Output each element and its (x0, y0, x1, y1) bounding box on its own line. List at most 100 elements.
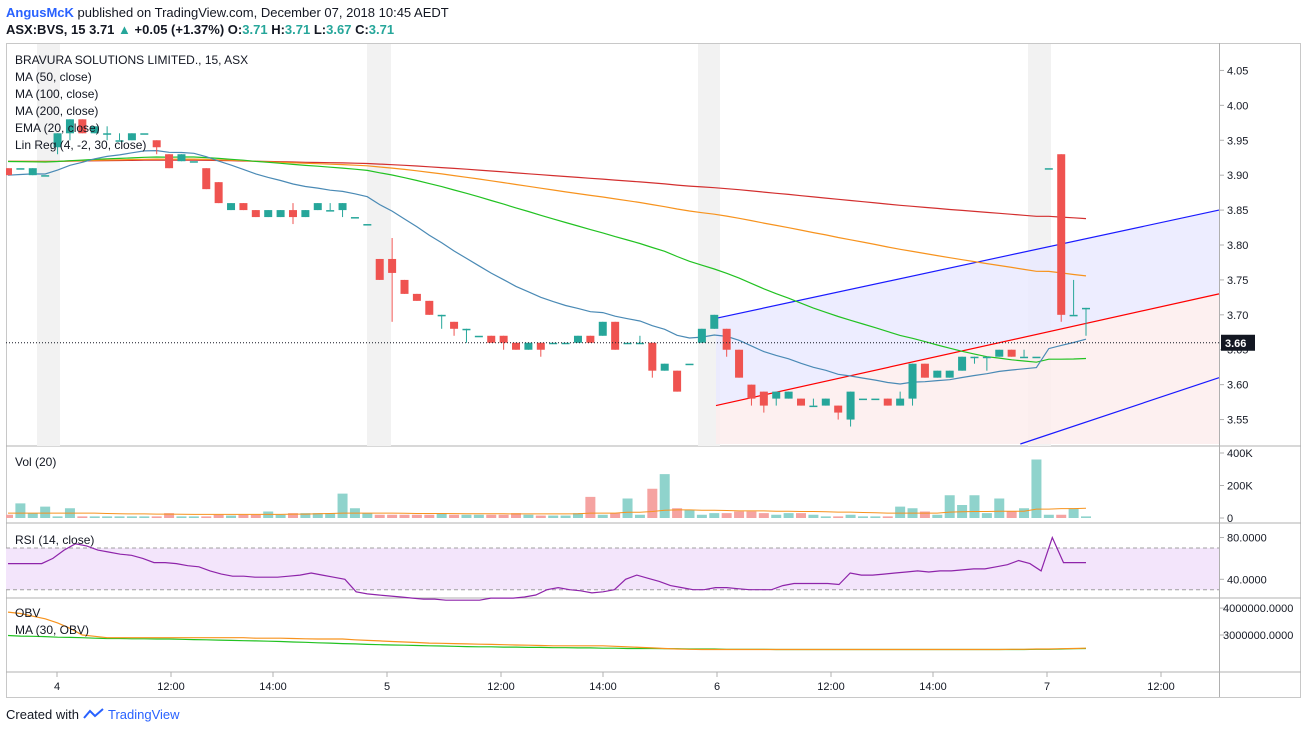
volume-bar (919, 511, 930, 518)
candle-body (375, 258, 384, 280)
candle-body (648, 342, 657, 371)
candle-body (53, 133, 62, 148)
legend-ma200: MA (200, close) (15, 104, 98, 118)
close-label: C: (355, 22, 369, 37)
candle-body (834, 405, 843, 413)
candle-body (350, 217, 359, 219)
obv-pane: 4000000.0000 3000000.0000 (7, 603, 1293, 651)
created-with-text: Created with (6, 707, 79, 722)
current-price-badge (1221, 334, 1255, 351)
candle-body (239, 203, 248, 211)
candle-body (846, 391, 855, 420)
volume-bar (139, 516, 150, 518)
session-break-band (367, 44, 391, 446)
candle-body (821, 398, 830, 406)
volume-bar (387, 514, 398, 518)
volume-bar (114, 516, 125, 518)
candle-body (524, 342, 533, 350)
session-break-band (698, 44, 720, 446)
volume-bar (411, 514, 422, 518)
volume-bar (820, 516, 831, 518)
candle-body (363, 224, 372, 226)
high-value: 3.71 (284, 22, 311, 37)
ohlc-line: ASX:BVS, 15 3.71 ▲ +0.05 (+1.37%) O:3.71… (6, 22, 394, 37)
price-tick-label: 3.95 (1227, 135, 1248, 147)
chart-area[interactable]: 4.054.003.953.903.853.803.753.703.653.60… (3, 43, 1302, 704)
candle-body (586, 335, 595, 343)
candle-body (673, 370, 682, 392)
volume-bar (572, 513, 583, 518)
price-tick-label: 3.60 (1227, 380, 1248, 392)
candle-body (140, 133, 149, 135)
volume-bar (1068, 508, 1079, 518)
candle-body (165, 154, 174, 169)
tradingview-brand[interactable]: TradingView (108, 707, 180, 722)
time-tick-label: 12:00 (817, 681, 845, 693)
volume-bar (176, 516, 187, 518)
volume-bar (758, 513, 769, 518)
open-value: 3.71 (242, 22, 268, 37)
volume-tick-label: 200K (1227, 481, 1253, 493)
obv-title: OBV (15, 606, 40, 620)
volume-bar (548, 515, 559, 518)
volume-bar (77, 516, 88, 518)
candle-body (772, 391, 781, 399)
legend-ema20: EMA (20, close) (15, 121, 100, 135)
volume-bar (436, 513, 447, 518)
candle-body (214, 182, 223, 204)
price-tick-label: 4.05 (1227, 65, 1248, 77)
volume-bar (981, 513, 992, 518)
linreg-upper-fill (716, 210, 1219, 406)
candle-body (499, 335, 508, 343)
candle-body (227, 203, 236, 211)
candle-body (152, 140, 161, 148)
low-value: 3.67 (326, 22, 352, 37)
publish-line: AngusMcK published on TradingView.com, D… (6, 5, 449, 20)
up-arrow-icon: ▲ (118, 22, 131, 37)
candle-body (784, 391, 793, 399)
author-link[interactable]: AngusMcK (6, 5, 74, 20)
candle-body (338, 203, 347, 211)
time-tick-label: 4 (54, 681, 60, 693)
volume-bar (511, 513, 522, 518)
high-label: H: (271, 22, 285, 37)
candle-body (189, 161, 198, 163)
candle-body (1020, 356, 1029, 359)
volume-bar (201, 516, 212, 518)
candle-body (1044, 168, 1053, 170)
candle-body (4, 168, 12, 176)
volume-pane: 400K 200K 0 (3, 448, 1253, 525)
footer: Created with TradingView (6, 707, 180, 722)
candles (4, 119, 1090, 427)
volume-bar (585, 496, 596, 518)
candle-body (1082, 307, 1090, 310)
candle-body (487, 335, 496, 343)
candle-body (561, 342, 570, 345)
volume-bar (783, 513, 794, 518)
candle-body (858, 398, 867, 401)
candle-body (809, 405, 818, 408)
candle-body (660, 363, 669, 371)
ma100-line (8, 158, 1087, 277)
volume-bar (164, 513, 175, 518)
candle-body (65, 119, 74, 134)
price-axis: 4.054.003.953.903.853.803.753.703.653.60… (6, 65, 1255, 427)
volume-bar (659, 474, 670, 518)
vol-title: Vol (20) (15, 455, 56, 469)
candle-body (896, 398, 905, 406)
published-text: published on TradingView.com, December 0… (77, 5, 449, 20)
candle-body (437, 314, 446, 317)
chart-svg[interactable]: 4.054.003.953.903.853.803.753.703.653.60… (3, 43, 1302, 699)
candle-body (103, 133, 112, 135)
candle-body (722, 328, 731, 350)
time-tick-label: 14:00 (919, 681, 947, 693)
candle-body (685, 363, 694, 366)
volume-bar (424, 514, 435, 518)
volume-bar (250, 514, 261, 518)
legend-title: BRAVURA SOLUTIONS LIMITED., 15, ASX (15, 53, 248, 67)
volume-tick-label: 400K (1227, 448, 1253, 460)
candle-body (871, 398, 880, 401)
volume-bar (969, 495, 980, 518)
volume-bar (771, 514, 782, 518)
volume-bar (151, 516, 162, 518)
